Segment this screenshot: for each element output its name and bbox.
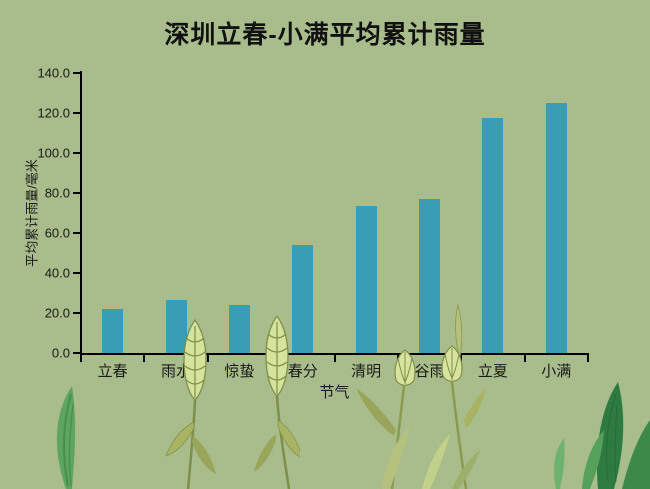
y-axis-line [80,71,82,355]
bar-惊蛰 [228,304,250,353]
y-tick-label: 40.0 [44,265,70,281]
x-category-label: 雨水 [161,363,192,380]
bar-雨水 [165,300,187,353]
plant-stems-icon [356,303,486,489]
y-tick-mark [73,192,81,194]
bar-小满 [545,103,567,353]
x-tick-mark [587,355,589,362]
bar-谷雨 [419,199,441,353]
bar-立夏 [482,118,504,353]
bar-春分 [292,245,314,353]
x-category-label: 立夏 [477,363,508,380]
x-category-label: 清明 [351,363,382,380]
leaves-bottom-right-icon [554,382,650,489]
x-tick-mark [143,355,146,362]
y-tick-label: 100.0 [37,145,70,161]
x-tick-mark [523,355,526,362]
y-tick-label: 60.0 [44,225,70,241]
bar-立春 [102,309,124,353]
x-category-label: 小满 [541,363,572,380]
y-tick-mark [73,232,81,234]
x-category-label: 惊蛰 [224,363,255,380]
y-tick-label: 0.0 [51,345,70,361]
y-tick-mark [73,352,81,354]
y-axis-title: 平均累计雨量/毫米 [24,159,40,267]
y-tick-label: 80.0 [44,185,70,201]
y-tick-mark [73,152,81,154]
x-category-label: 立春 [97,363,128,380]
x-tick-mark [460,355,463,362]
x-tick-mark [206,355,209,362]
x-category-label: 春分 [287,363,318,380]
x-axis-title: 节气 [319,384,350,401]
y-tick-mark [73,112,81,114]
x-tick-mark [80,355,82,362]
wheat-stalks-icon [165,316,300,489]
y-tick-mark [73,72,81,74]
bar-清明 [355,206,377,353]
x-tick-mark [333,355,336,362]
y-tick-label: 20.0 [44,305,70,321]
grass-blade-icon [56,386,76,489]
y-tick-mark [73,272,81,274]
x-axis-line [80,353,589,355]
y-tick-label: 140.0 [37,65,70,81]
x-category-label: 谷雨 [414,363,445,380]
y-tick-label: 120.0 [37,105,70,121]
y-tick-mark [73,312,81,314]
chart-title: 深圳立春-小满平均累计雨量 [164,21,486,49]
